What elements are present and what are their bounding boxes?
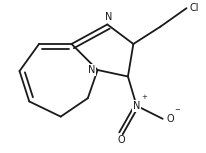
Text: N: N [88, 65, 95, 75]
Text: +: + [141, 94, 147, 100]
Text: −: − [174, 107, 180, 113]
Text: Cl: Cl [190, 3, 199, 13]
Text: O: O [117, 135, 125, 146]
Text: N: N [133, 101, 140, 111]
Text: N: N [105, 12, 112, 22]
Text: O: O [166, 114, 174, 124]
